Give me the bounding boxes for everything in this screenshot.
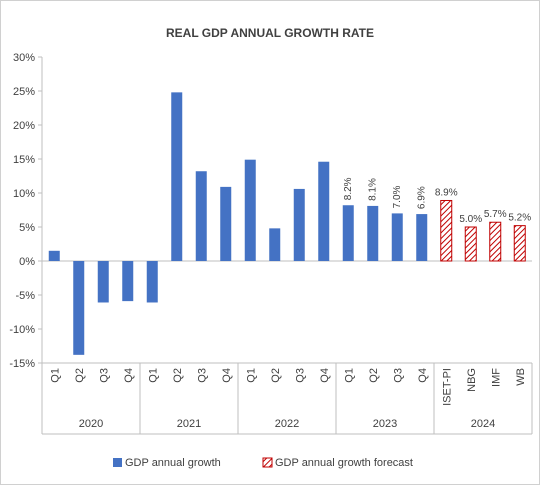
growth-bar <box>244 159 256 261</box>
growth-bar <box>73 261 85 355</box>
y-tick-label: 15% <box>13 154 35 166</box>
category-label: Q4 <box>221 368 233 383</box>
category-label: Q1 <box>147 368 159 383</box>
category-label: Q1 <box>343 368 355 383</box>
y-tick-label: 10% <box>13 188 35 200</box>
growth-bar <box>97 261 109 303</box>
category-label: Q2 <box>270 368 282 383</box>
category-label: Q4 <box>319 368 331 383</box>
y-tick-label: 25% <box>13 86 35 98</box>
data-label: 8.9% <box>435 187 458 198</box>
group-label: 2023 <box>373 418 397 430</box>
data-label: 7.0% <box>392 185 403 208</box>
legend-swatch-actual <box>113 458 122 467</box>
data-label: 5.0% <box>459 214 482 225</box>
group-label: 2022 <box>275 418 299 430</box>
group-label: 2021 <box>177 418 201 430</box>
y-tick-label: 30% <box>13 52 35 64</box>
y-tick-label: -10% <box>9 324 35 336</box>
y-tick-label: -15% <box>9 358 35 370</box>
category-label: Q3 <box>196 368 208 383</box>
category-label: NBG <box>466 368 478 392</box>
category-label: Q3 <box>392 368 404 383</box>
forecast-bar <box>440 199 453 262</box>
legend-label-forecast: GDP annual growth forecast <box>275 457 413 469</box>
legend-swatch-forecast <box>262 457 273 468</box>
forecast-bar <box>489 221 502 262</box>
category-label: Q4 <box>417 368 429 383</box>
category-label: Q1 <box>49 368 61 383</box>
growth-bar <box>269 228 281 261</box>
growth-bar <box>48 250 60 261</box>
data-label: 8.1% <box>368 178 379 201</box>
growth-bar <box>122 261 134 302</box>
growth-bar <box>293 188 305 261</box>
y-tick-label: -5% <box>15 290 35 302</box>
data-label: 8.2% <box>343 177 354 200</box>
category-label: Q2 <box>368 368 380 383</box>
group-label: 2020 <box>79 418 103 430</box>
growth-bar <box>318 161 330 261</box>
growth-bar <box>342 205 354 261</box>
growth-bar <box>171 92 183 261</box>
category-label: WB <box>515 368 527 386</box>
growth-bar <box>195 171 207 261</box>
growth-bar <box>367 205 379 261</box>
forecast-bar <box>464 226 477 262</box>
category-label: Q2 <box>74 368 86 383</box>
y-tick-label: 20% <box>13 120 35 132</box>
y-tick-label: 5% <box>19 222 35 234</box>
data-label: 6.9% <box>417 186 428 209</box>
group-label: 2024 <box>471 418 495 430</box>
growth-bar <box>416 214 428 261</box>
category-label: Q3 <box>294 368 306 383</box>
growth-bar <box>391 213 403 261</box>
category-label: IMF <box>490 368 502 387</box>
category-label: Q1 <box>245 368 257 383</box>
category-label: Q4 <box>123 368 135 383</box>
category-label: Q3 <box>98 368 110 383</box>
category-label: Q2 <box>172 368 184 383</box>
growth-bar <box>146 261 158 303</box>
forecast-bar <box>513 225 526 262</box>
y-tick-label: 0% <box>19 256 35 268</box>
legend-label-actual: GDP annual growth <box>125 457 221 469</box>
chart-title: REAL GDP ANNUAL GROWTH RATE <box>166 26 374 40</box>
category-label: ISET-PI <box>441 368 453 406</box>
data-label: 5.2% <box>508 213 531 224</box>
growth-bar <box>220 186 232 261</box>
data-label: 5.7% <box>484 209 507 220</box>
